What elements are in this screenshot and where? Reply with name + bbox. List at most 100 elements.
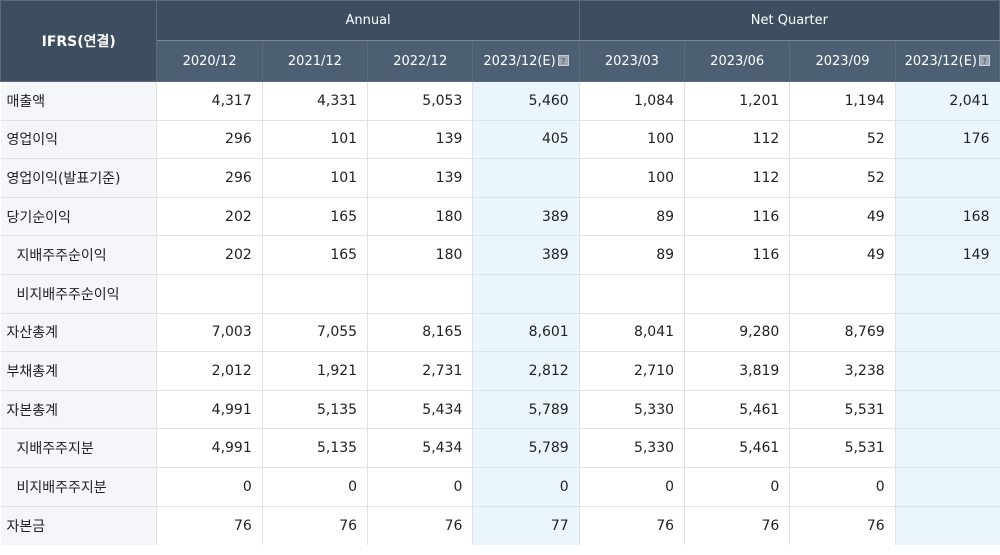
value-cell: 389 bbox=[472, 235, 580, 275]
value-cell: 77 bbox=[472, 506, 580, 545]
value-cell bbox=[894, 313, 1000, 353]
annual-group-header: Annual bbox=[156, 0, 580, 41]
value-cell: 2,041 bbox=[894, 81, 1000, 121]
value-cell: 89 bbox=[578, 197, 685, 237]
value-cell: 112 bbox=[684, 158, 790, 198]
row-label: 매출액 bbox=[0, 81, 157, 121]
period-label: 2021/12 bbox=[287, 53, 342, 69]
value-cell: 7,055 bbox=[261, 313, 368, 353]
row-label: 지배주주지분 bbox=[0, 428, 157, 468]
value-cell bbox=[894, 158, 1000, 198]
period-label: 2023/12(E) bbox=[904, 53, 978, 69]
value-cell: 296 bbox=[156, 158, 263, 198]
value-cell: 76 bbox=[789, 506, 896, 545]
value-cell bbox=[684, 274, 790, 314]
table-row: 지배주주순이익 202 165 180 389 89 116 49 149 bbox=[0, 235, 1000, 275]
value-cell: 5,434 bbox=[367, 428, 473, 468]
value-cell: 5,460 bbox=[472, 81, 580, 121]
value-cell: 4,991 bbox=[156, 390, 263, 430]
table-row: 지배주주지분 4,991 5,135 5,434 5,789 5,330 5,461 5,53… bbox=[0, 428, 1000, 468]
value-cell: 0 bbox=[472, 467, 580, 507]
row-label: 자산총계 bbox=[0, 313, 157, 353]
value-cell: 2,012 bbox=[156, 351, 263, 391]
value-cell: 149 bbox=[894, 235, 1000, 275]
period-label: 2023/12(E) bbox=[483, 53, 556, 69]
row-label: 영업이익(발표기준) bbox=[0, 158, 157, 198]
value-cell: 389 bbox=[472, 197, 580, 237]
value-cell: 76 bbox=[578, 506, 685, 545]
value-cell: 5,434 bbox=[367, 390, 473, 430]
value-cell: 101 bbox=[261, 158, 368, 198]
value-cell: 5,135 bbox=[261, 390, 368, 430]
value-cell: 5,461 bbox=[684, 428, 790, 468]
value-cell: 2,731 bbox=[367, 351, 473, 391]
value-cell: 176 bbox=[894, 120, 1000, 160]
value-cell: 0 bbox=[367, 467, 473, 507]
value-cell: 202 bbox=[156, 197, 263, 237]
value-cell: 165 bbox=[261, 197, 368, 237]
value-cell bbox=[894, 467, 1000, 507]
value-cell: 0 bbox=[156, 467, 263, 507]
value-cell: 202 bbox=[156, 235, 263, 275]
table-row: 비지배주주순이익 bbox=[0, 274, 1000, 314]
value-cell: 3,819 bbox=[684, 351, 790, 391]
value-cell: 180 bbox=[367, 235, 473, 275]
value-cell: 165 bbox=[261, 235, 368, 275]
value-cell bbox=[578, 274, 685, 314]
period-label: 2023/06 bbox=[710, 53, 765, 69]
value-cell bbox=[894, 390, 1000, 430]
value-cell: 89 bbox=[578, 235, 685, 275]
value-cell: 3,238 bbox=[789, 351, 896, 391]
period-label: 2023/03 bbox=[604, 53, 659, 69]
value-cell: 2,812 bbox=[472, 351, 580, 391]
value-cell: 139 bbox=[367, 120, 473, 160]
period-header: 2021/12 bbox=[261, 40, 369, 82]
table-row: 매출액 4,317 4,331 5,053 5,460 1,084 1,201 1,194 2,… bbox=[0, 81, 1000, 121]
table-row: 자본금 76 76 76 77 76 76 76 bbox=[0, 506, 1000, 545]
table-row: 자산총계 7,003 7,055 8,165 8,601 8,041 9,280 8,769 bbox=[0, 313, 1000, 353]
value-cell bbox=[894, 428, 1000, 468]
value-cell: 100 bbox=[578, 158, 685, 198]
value-cell: 1,084 bbox=[578, 81, 685, 121]
row-label: 자본총계 bbox=[0, 390, 157, 430]
value-cell: 0 bbox=[578, 467, 685, 507]
value-cell: 0 bbox=[261, 467, 368, 507]
value-cell: 5,789 bbox=[472, 390, 580, 430]
row-label: 자본금 bbox=[0, 506, 157, 545]
value-cell: 5,330 bbox=[578, 428, 685, 468]
value-cell: 4,331 bbox=[261, 81, 368, 121]
value-cell: 7,003 bbox=[156, 313, 263, 353]
value-cell: 100 bbox=[578, 120, 685, 160]
period-label: 2023/09 bbox=[815, 53, 870, 69]
value-cell: 49 bbox=[789, 235, 896, 275]
table-row: 부채총계 2,012 1,921 2,731 2,812 2,710 3,819 3,238 bbox=[0, 351, 1000, 391]
value-cell: 49 bbox=[789, 197, 896, 237]
period-header: 2023/06 bbox=[684, 40, 791, 82]
help-icon[interactable]: ? bbox=[979, 54, 991, 66]
value-cell bbox=[789, 274, 896, 314]
corner-header: IFRS(연결) bbox=[0, 0, 158, 82]
period-header-estimate: 2023/12(E)? bbox=[472, 40, 580, 82]
value-cell: 2,710 bbox=[578, 351, 685, 391]
period-label: 2020/12 bbox=[182, 53, 237, 69]
value-cell: 112 bbox=[684, 120, 790, 160]
value-cell: 76 bbox=[156, 506, 263, 545]
help-icon[interactable]: ? bbox=[557, 54, 569, 66]
row-label: 비지배주주순이익 bbox=[0, 274, 157, 314]
value-cell: 168 bbox=[894, 197, 1000, 237]
value-cell bbox=[894, 274, 1000, 314]
value-cell: 76 bbox=[684, 506, 790, 545]
value-cell: 0 bbox=[684, 467, 790, 507]
value-cell: 1,921 bbox=[261, 351, 368, 391]
value-cell bbox=[261, 274, 368, 314]
value-cell: 9,280 bbox=[684, 313, 790, 353]
value-cell: 52 bbox=[789, 158, 896, 198]
value-cell: 139 bbox=[367, 158, 473, 198]
table-row: 비지배주주지분 0 0 0 0 0 0 0 bbox=[0, 467, 1000, 507]
value-cell: 8,041 bbox=[578, 313, 685, 353]
value-cell bbox=[894, 506, 1000, 545]
row-label: 지배주주순이익 bbox=[0, 235, 157, 275]
value-cell: 5,531 bbox=[789, 390, 896, 430]
value-cell bbox=[894, 351, 1000, 391]
